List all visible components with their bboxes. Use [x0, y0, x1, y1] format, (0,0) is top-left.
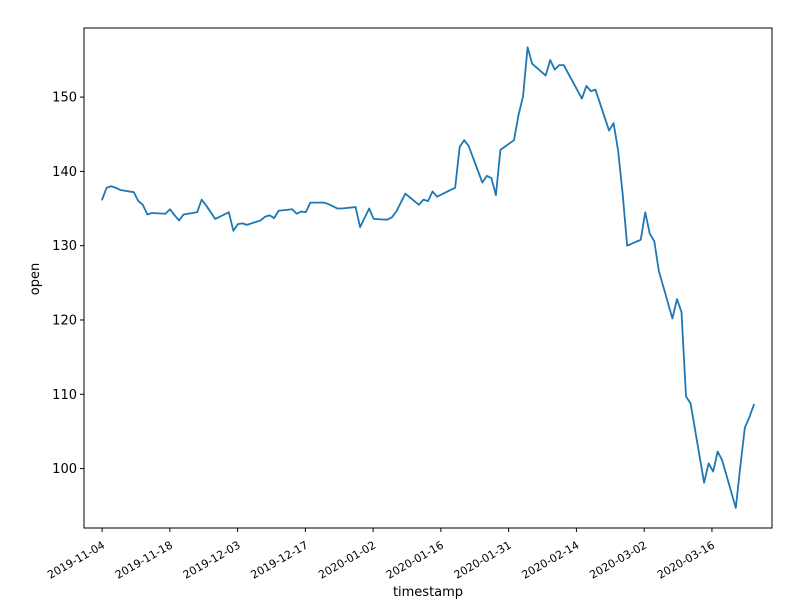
x-tick-label-0: 2019-11-04 — [45, 539, 107, 582]
y-axis: 100 110 120 130 140 150 — [52, 91, 84, 477]
x-tick-label-4: 2020-01-02 — [316, 539, 378, 582]
x-tick-label-8: 2020-03-02 — [587, 539, 649, 582]
plot-area — [102, 47, 754, 508]
series-line-0 — [102, 47, 754, 508]
x-axis: 2019-11-04 2019-11-18 2019-12-03 2019-12-17… — [45, 528, 717, 582]
x-tick-label-5: 2020-01-16 — [384, 539, 446, 582]
x-tick-label-6: 2020-01-31 — [452, 539, 514, 582]
x-tick-label-1: 2019-11-18 — [113, 539, 175, 582]
y-tick-label-0: 100 — [52, 462, 77, 477]
axes-frame — [84, 28, 772, 528]
y-tick-label-3: 130 — [52, 239, 77, 254]
x-tick-label-3: 2019-12-17 — [249, 539, 311, 582]
y-axis-label: open — [28, 263, 43, 295]
y-tick-label-4: 140 — [52, 165, 77, 180]
x-tick-label-9: 2020-03-16 — [655, 539, 717, 582]
y-tick-label-5: 150 — [52, 91, 77, 106]
y-tick-label-2: 120 — [52, 313, 77, 328]
x-axis-label: timestamp — [393, 585, 463, 600]
y-tick-label-1: 110 — [52, 388, 77, 403]
x-tick-label-7: 2020-02-14 — [520, 539, 582, 582]
x-tick-label-2: 2019-12-03 — [181, 539, 243, 582]
